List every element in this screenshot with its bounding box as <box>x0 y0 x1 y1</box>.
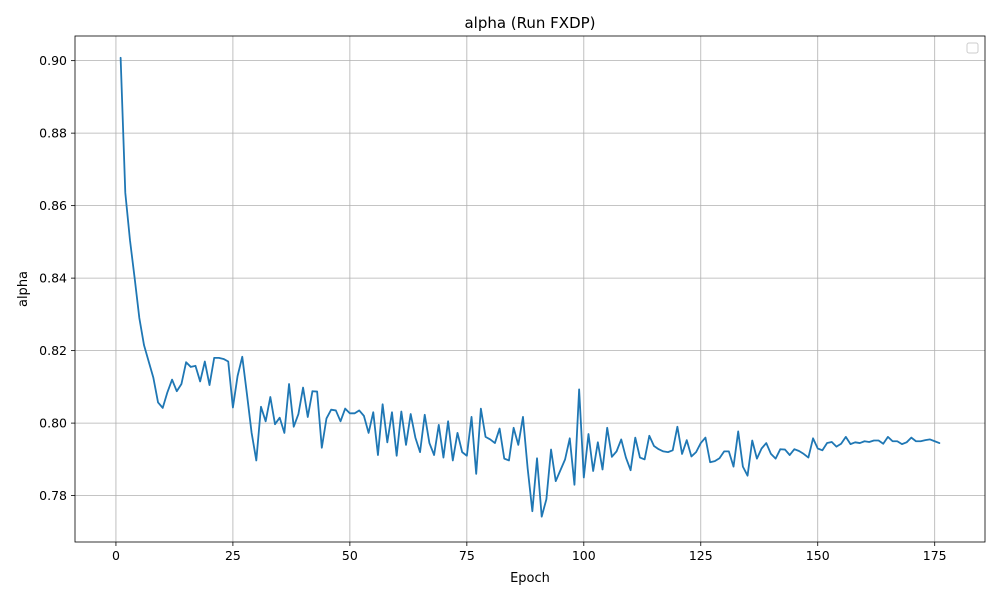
x-tick-label: 0 <box>112 548 120 563</box>
y-tick-label: 0.88 <box>39 126 67 141</box>
x-axis: 0 25 50 75 100 125 150 175 <box>112 542 947 563</box>
x-tick-label: 100 <box>572 548 596 563</box>
x-tick-label: 175 <box>923 548 947 563</box>
x-tick-label: 50 <box>342 548 358 563</box>
y-axis: 0.78 0.80 0.82 0.84 0.86 0.88 0.90 <box>39 53 75 503</box>
y-tick-label: 0.86 <box>39 198 67 213</box>
x-tick-label: 125 <box>689 548 713 563</box>
grid-lines <box>75 36 985 542</box>
y-tick-label: 0.84 <box>39 271 67 286</box>
legend-box <box>966 42 979 54</box>
x-tick-label: 150 <box>806 548 830 563</box>
series-line <box>119 56 941 518</box>
y-tick-label: 0.78 <box>39 488 67 503</box>
chart-title: alpha (Run FXDP) <box>464 14 595 32</box>
plot-area <box>75 36 985 542</box>
x-tick-label: 25 <box>225 548 241 563</box>
y-tick-label: 0.90 <box>39 53 67 68</box>
y-axis-label: alpha <box>16 271 31 307</box>
y-tick-label: 0.82 <box>39 343 67 358</box>
x-tick-label: 75 <box>459 548 475 563</box>
x-axis-label: Epoch <box>510 571 550 586</box>
plot-frame <box>74 35 986 543</box>
series-group <box>119 56 941 518</box>
y-tick-label: 0.80 <box>39 416 67 431</box>
